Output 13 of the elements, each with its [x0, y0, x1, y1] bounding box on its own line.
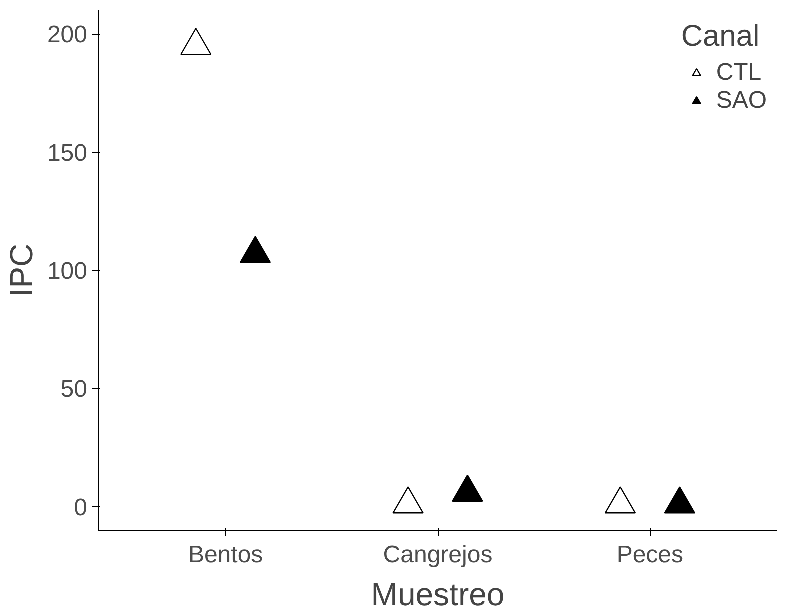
x-tick-label: Bentos — [188, 542, 264, 568]
y-axis-title: IPC — [3, 244, 40, 298]
x-tick-label: Cangrejos — [383, 542, 493, 568]
legend-label: SAO — [716, 87, 767, 115]
y-tick-label: 200 — [47, 22, 88, 49]
y-tick-label: 150 — [47, 140, 88, 167]
x-axis-title: Muestreo — [371, 576, 505, 612]
y-tick-label: 0 — [74, 494, 88, 522]
x-tick-label: Peces — [616, 542, 684, 568]
legend-label: CTL — [716, 59, 762, 87]
legend-title: Canal — [681, 20, 761, 54]
y-tick-label: 100 — [47, 258, 88, 285]
y-tick-label: 50 — [60, 376, 88, 404]
